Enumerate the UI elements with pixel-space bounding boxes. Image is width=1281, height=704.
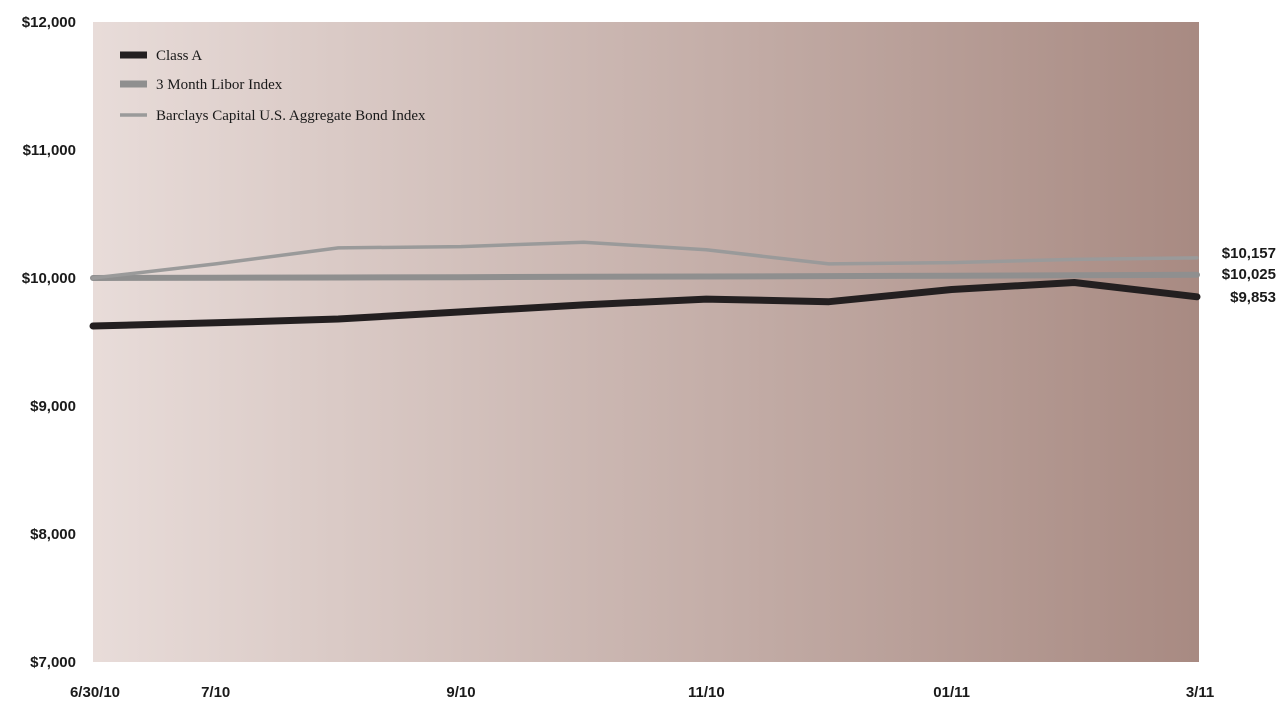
legend-label: 3 Month Libor Index bbox=[156, 77, 283, 93]
end-value-label: $9,853 bbox=[1230, 289, 1276, 306]
y-axis: $12,000 $11,000 $10,000 $9,000 $8,000 $7,000 bbox=[22, 14, 76, 671]
legend-label: Class A bbox=[156, 48, 202, 64]
legend-swatch bbox=[120, 51, 147, 59]
y-tick-label: $9,000 bbox=[30, 398, 76, 415]
series-line-1 bbox=[90, 271, 1200, 281]
end-value-labels: $9,853 $10,025 $10,157 bbox=[1222, 245, 1276, 306]
legend-label: Barclays Capital U.S. Aggregate Bond Ind… bbox=[156, 108, 426, 124]
y-tick-label: $12,000 bbox=[22, 14, 76, 31]
y-tick-label: $7,000 bbox=[30, 654, 76, 671]
x-tick-label: 01/11 bbox=[933, 684, 970, 701]
x-tick-label: 7/10 bbox=[201, 684, 230, 701]
series-lines bbox=[89, 240, 1201, 330]
legend-swatch bbox=[120, 80, 147, 88]
x-tick-label: 9/10 bbox=[446, 684, 475, 701]
end-value-label: $10,157 bbox=[1222, 245, 1276, 262]
plot-area bbox=[93, 22, 1199, 662]
y-tick-label: $11,000 bbox=[23, 142, 76, 159]
x-tick-label: 6/30/10 bbox=[70, 684, 120, 701]
x-tick-label: 3/11 bbox=[1186, 684, 1214, 701]
series-line-2 bbox=[91, 240, 1199, 280]
series-line-0 bbox=[89, 279, 1201, 330]
y-tick-label: $8,000 bbox=[30, 526, 76, 543]
legend-swatch bbox=[120, 113, 147, 117]
x-axis: 6/30/10 7/10 9/10 11/10 01/11 3/11 bbox=[70, 684, 1214, 701]
legend: Class A 3 Month Libor Index Barclays Capit… bbox=[120, 48, 426, 124]
end-value-label: $10,025 bbox=[1222, 266, 1276, 283]
x-tick-label: 11/10 bbox=[688, 684, 725, 701]
y-tick-label: $10,000 bbox=[22, 270, 76, 287]
